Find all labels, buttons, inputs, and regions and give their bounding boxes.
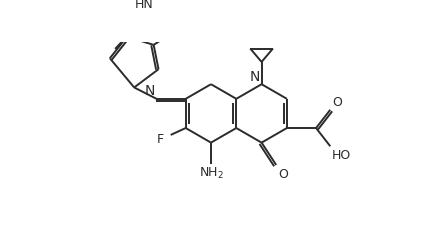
Text: N: N bbox=[144, 84, 155, 98]
Text: O: O bbox=[278, 167, 288, 180]
Text: NH$_2$: NH$_2$ bbox=[199, 166, 224, 181]
Text: HO: HO bbox=[332, 148, 351, 161]
Text: HN: HN bbox=[134, 0, 153, 11]
Text: F: F bbox=[156, 132, 163, 145]
Text: O: O bbox=[332, 96, 342, 109]
Text: N: N bbox=[249, 70, 260, 84]
